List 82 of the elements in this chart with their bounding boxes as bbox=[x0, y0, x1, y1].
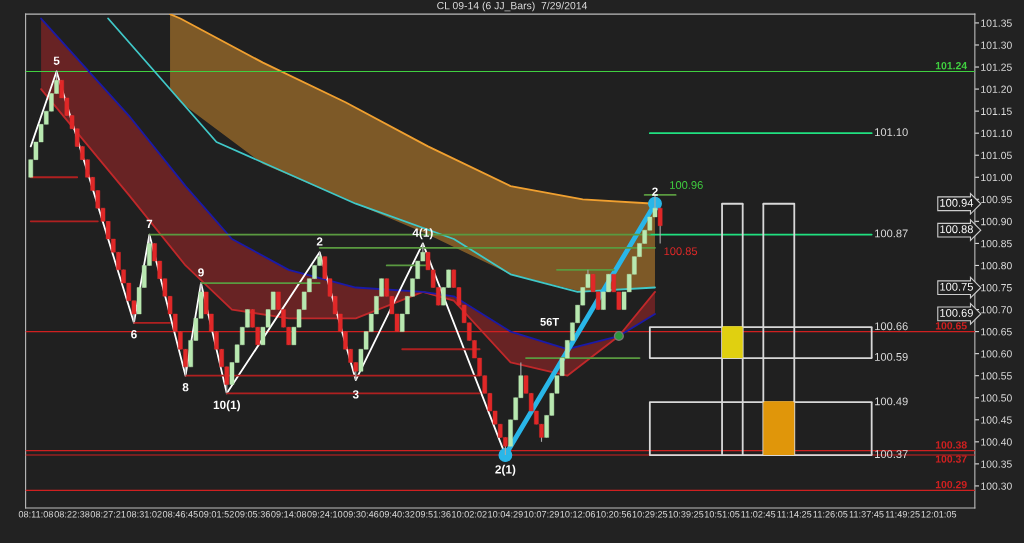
x-tick-label: 09:51:36 bbox=[415, 511, 451, 518]
annotation: 6 bbox=[131, 330, 137, 339]
annotation: 2 bbox=[652, 187, 658, 196]
ref-line-label: 100.65 bbox=[935, 322, 967, 330]
x-tick-label: 08:11:08 bbox=[18, 511, 54, 518]
ref-line-label: 100.37 bbox=[935, 455, 967, 463]
y-tick-label: 100.85 bbox=[981, 239, 1012, 248]
x-tick-label: 08:31:02 bbox=[126, 511, 162, 518]
y-tick-label: 100.60 bbox=[981, 350, 1012, 358]
annotation: 100.49 bbox=[875, 397, 908, 406]
annotation: 3 bbox=[352, 390, 359, 399]
x-tick-label: 10:39:25 bbox=[668, 511, 704, 518]
line-series bbox=[40, 88, 656, 377]
x-tick-label: 09:01:52 bbox=[199, 511, 234, 518]
y-tick-label: 101.25 bbox=[981, 63, 1012, 71]
y-tick-label: 101.15 bbox=[981, 107, 1012, 115]
y-tick-label: 101.10 bbox=[981, 129, 1012, 138]
annotation: 100.75 bbox=[940, 282, 973, 291]
x-tick-label: 11:37:45 bbox=[849, 511, 884, 518]
ref-line-label: 101.24 bbox=[935, 62, 968, 70]
chart-title: CL 09-14 (6 JJ_Bars) 7/29/2014 bbox=[437, 1, 588, 12]
y-tick-label: 100.65 bbox=[981, 328, 1012, 336]
y-tick-label: 101.20 bbox=[981, 85, 1012, 93]
x-tick-label: 10:20:56 bbox=[596, 511, 632, 518]
annotation: 10(1) bbox=[213, 400, 240, 412]
x-tick-label: 09:05:36 bbox=[235, 511, 271, 518]
ref-line-label: 100.38 bbox=[935, 441, 967, 449]
annotation: 56T bbox=[540, 317, 560, 326]
y-tick-label: 100.50 bbox=[981, 394, 1012, 402]
annotation: 100.96 bbox=[670, 181, 703, 189]
annotation: 100.88 bbox=[940, 225, 973, 234]
point bbox=[613, 330, 624, 342]
x-tick-label: 11:26:05 bbox=[813, 511, 848, 518]
x-tick-label: 12:01:05 bbox=[921, 511, 957, 518]
x-tick-label: 10:12:06 bbox=[560, 511, 596, 518]
candlestick bbox=[657, 207, 663, 244]
x-tick-label: 09:14:08 bbox=[271, 511, 307, 518]
annotation: 7 bbox=[146, 219, 153, 228]
annotation: 100.59 bbox=[875, 352, 908, 361]
annotation: 5 bbox=[53, 56, 60, 65]
x-tick-label: 11:14:25 bbox=[777, 511, 812, 518]
x-tick-label: 09:24:10 bbox=[307, 511, 343, 518]
x-tick-label: 09:30:46 bbox=[343, 511, 379, 518]
x-tick-label: 10:04:29 bbox=[488, 511, 523, 518]
y-tick-label: 100.80 bbox=[981, 261, 1012, 270]
y-tick-label: 101.35 bbox=[981, 19, 1012, 27]
x-tick-label: 11:49:25 bbox=[885, 511, 920, 518]
x-tick-label: 10:07:29 bbox=[524, 511, 559, 518]
ref-line-label: 100.29 bbox=[935, 480, 967, 489]
y-tick-label: 100.70 bbox=[981, 306, 1012, 314]
y-tick-label: 101.00 bbox=[981, 173, 1012, 182]
x-tick-label: 11:02:45 bbox=[741, 511, 776, 518]
annotation: 100.87 bbox=[875, 229, 908, 238]
y-tick-label: 100.45 bbox=[981, 416, 1012, 424]
x-tick-label: 08:22:38 bbox=[54, 511, 90, 518]
y-tick-label: 100.40 bbox=[981, 438, 1012, 446]
x-tick-label: 10:51:05 bbox=[704, 511, 740, 518]
annotation: 100.66 bbox=[875, 322, 908, 331]
y-tick-label: 100.95 bbox=[981, 195, 1012, 204]
point bbox=[498, 448, 513, 463]
y-tick-label: 101.05 bbox=[981, 151, 1012, 160]
annotation: 100.94 bbox=[940, 198, 974, 207]
x-tick-label: 08:27:21 bbox=[90, 511, 126, 518]
y-tick-label: 100.75 bbox=[981, 284, 1012, 292]
annotation: 4(1) bbox=[412, 228, 433, 240]
y-tick-label: 100.35 bbox=[981, 460, 1012, 468]
y-tick-label: 101.30 bbox=[981, 41, 1012, 49]
x-tick-label: 09:40:32 bbox=[379, 511, 415, 518]
annotation: 101.10 bbox=[875, 128, 908, 137]
annotation: 8 bbox=[182, 383, 189, 392]
annotation: 100.69 bbox=[940, 309, 973, 317]
annotation: 2 bbox=[316, 237, 323, 246]
y-tick-label: 100.55 bbox=[981, 372, 1012, 380]
x-tick-label: 08:46:45 bbox=[162, 511, 198, 518]
annotation: 9 bbox=[198, 268, 204, 277]
y-tick-label: 100.90 bbox=[981, 217, 1012, 226]
annotation: 100.85 bbox=[664, 247, 698, 256]
x-tick-label: 10:29:25 bbox=[632, 511, 668, 518]
annotation: 100.37 bbox=[875, 450, 908, 459]
annotation: 2(1) bbox=[495, 464, 516, 476]
y-tick-label: 100.30 bbox=[981, 482, 1012, 490]
x-tick-label: 10:02:02 bbox=[452, 511, 487, 518]
